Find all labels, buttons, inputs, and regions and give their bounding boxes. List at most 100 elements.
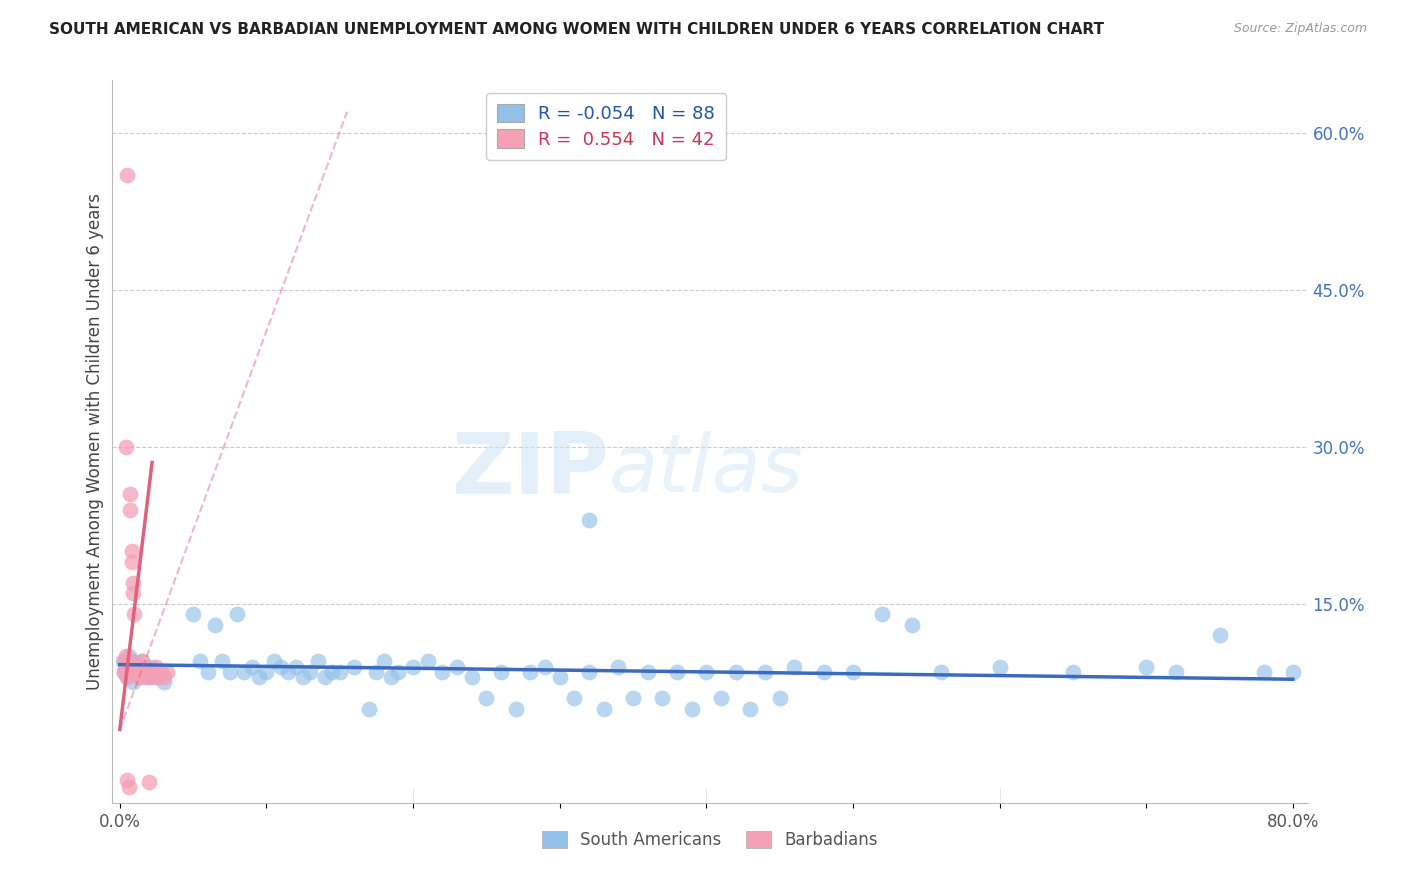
Text: SOUTH AMERICAN VS BARBADIAN UNEMPLOYMENT AMONG WOMEN WITH CHILDREN UNDER 6 YEARS: SOUTH AMERICAN VS BARBADIAN UNEMPLOYMENT… xyxy=(49,22,1104,37)
Text: Source: ZipAtlas.com: Source: ZipAtlas.com xyxy=(1233,22,1367,36)
Point xyxy=(218,665,240,679)
Point xyxy=(387,665,409,679)
Point xyxy=(127,665,149,679)
Point xyxy=(359,701,381,715)
Point xyxy=(621,691,644,706)
Point xyxy=(226,607,249,622)
Point xyxy=(149,665,172,679)
Point xyxy=(122,675,145,690)
Point xyxy=(256,665,278,679)
Point xyxy=(112,655,135,669)
Point xyxy=(1135,659,1157,673)
Point xyxy=(129,659,152,673)
Point xyxy=(122,575,145,590)
Point xyxy=(139,665,162,679)
Point xyxy=(128,665,150,679)
Point xyxy=(754,665,776,679)
Point xyxy=(120,665,142,679)
Point xyxy=(128,670,150,684)
Point xyxy=(136,670,159,684)
Point xyxy=(141,659,163,673)
Point xyxy=(489,665,512,679)
Legend: South Americans, Barbadians: South Americans, Barbadians xyxy=(536,824,884,856)
Point xyxy=(112,665,135,679)
Point xyxy=(145,670,167,684)
Point xyxy=(651,691,673,706)
Point xyxy=(204,617,226,632)
Y-axis label: Unemployment Among Women with Children Under 6 years: Unemployment Among Women with Children U… xyxy=(86,193,104,690)
Point xyxy=(131,665,153,679)
Point xyxy=(117,665,139,679)
Point xyxy=(1282,665,1305,679)
Point xyxy=(263,655,285,669)
Point xyxy=(135,659,157,673)
Point xyxy=(112,665,135,679)
Point xyxy=(120,502,142,516)
Point xyxy=(124,659,146,673)
Point xyxy=(314,670,336,684)
Point xyxy=(366,665,388,679)
Point xyxy=(120,487,142,501)
Point xyxy=(197,665,219,679)
Point xyxy=(156,665,179,679)
Point xyxy=(132,665,155,679)
Point xyxy=(121,544,143,558)
Point xyxy=(666,665,689,679)
Point xyxy=(122,586,145,600)
Point xyxy=(740,701,762,715)
Point xyxy=(125,665,148,679)
Point xyxy=(783,659,806,673)
Point xyxy=(115,772,138,787)
Point xyxy=(121,555,143,569)
Point xyxy=(343,659,366,673)
Point xyxy=(461,670,484,684)
Point xyxy=(114,649,136,664)
Point xyxy=(505,701,527,715)
Point xyxy=(134,665,156,679)
Point xyxy=(402,659,425,673)
Point xyxy=(136,670,159,684)
Point xyxy=(117,649,139,664)
Point xyxy=(124,607,146,622)
Point xyxy=(607,659,630,673)
Point xyxy=(329,665,352,679)
Point xyxy=(373,655,395,669)
Point xyxy=(135,659,157,673)
Point xyxy=(578,513,600,527)
Point xyxy=(117,655,139,669)
Point xyxy=(519,665,541,679)
Point xyxy=(153,675,176,690)
Point xyxy=(548,670,571,684)
Point xyxy=(842,665,865,679)
Point xyxy=(307,655,329,669)
Point xyxy=(138,665,160,679)
Point xyxy=(153,670,176,684)
Point xyxy=(247,670,270,684)
Point xyxy=(114,659,136,673)
Point xyxy=(240,659,263,673)
Point xyxy=(145,659,167,673)
Point xyxy=(564,691,586,706)
Point xyxy=(1253,665,1275,679)
Point xyxy=(988,659,1011,673)
Point xyxy=(127,665,149,679)
Point xyxy=(114,440,136,454)
Point xyxy=(578,665,600,679)
Point xyxy=(190,655,212,669)
Point xyxy=(1062,665,1084,679)
Point xyxy=(277,665,299,679)
Point xyxy=(211,655,233,669)
Point xyxy=(132,670,155,684)
Point xyxy=(534,659,557,673)
Point xyxy=(181,607,204,622)
Point xyxy=(292,670,315,684)
Point xyxy=(115,168,138,182)
Point xyxy=(114,659,136,673)
Point xyxy=(321,665,343,679)
Point xyxy=(929,665,952,679)
Point xyxy=(475,691,498,706)
Point xyxy=(1208,628,1230,642)
Point xyxy=(446,659,468,673)
Point xyxy=(125,659,148,673)
Point xyxy=(148,665,170,679)
